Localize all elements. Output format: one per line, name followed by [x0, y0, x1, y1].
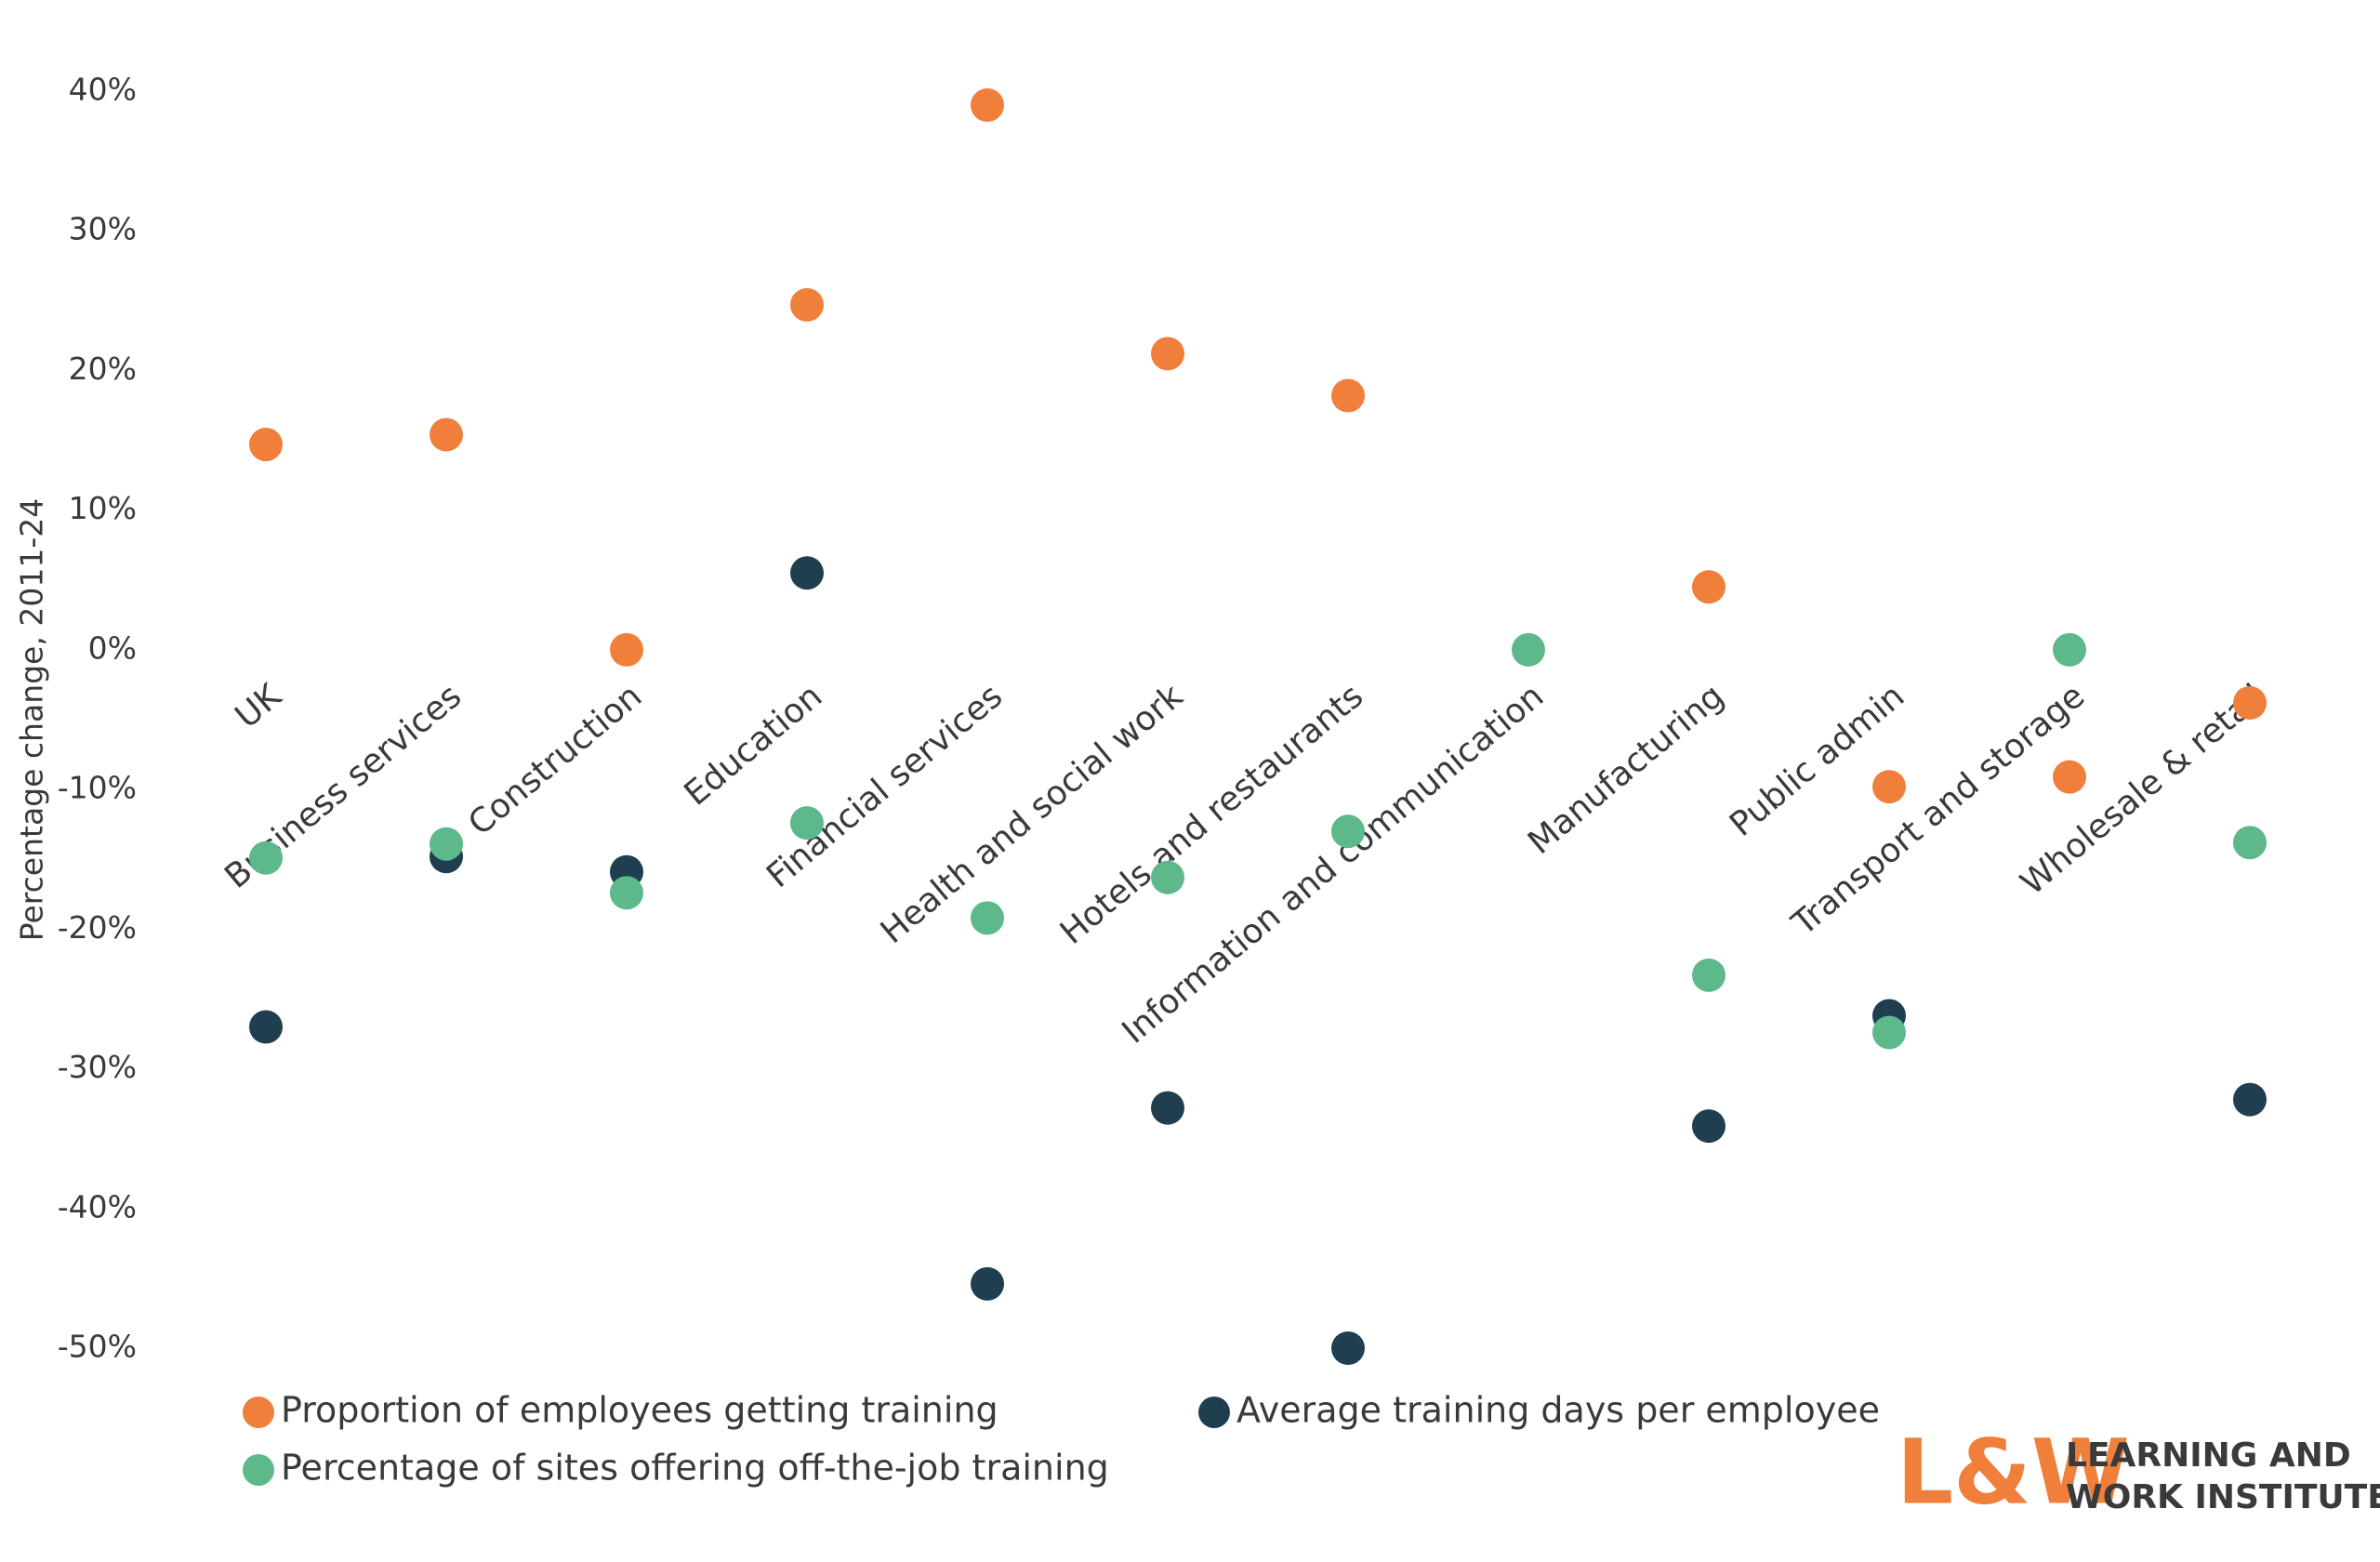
dot [610, 876, 643, 910]
x-tick-label: Education [678, 677, 830, 814]
dot [1692, 1109, 1726, 1144]
dot [1151, 1091, 1184, 1125]
dot [249, 428, 283, 462]
y-tick-label: 30% [69, 211, 137, 247]
x-tick-label: UK [229, 676, 290, 735]
x-tick-label: Transport and storage [1784, 677, 2092, 944]
y-tick-label: -40% [58, 1188, 137, 1224]
dot [249, 841, 283, 875]
y-tick-label: 40% [69, 72, 137, 108]
y-tick-label: 10% [69, 490, 137, 526]
dot [2233, 1082, 2267, 1117]
dot [1512, 632, 1545, 667]
legend-label: Percentage of sites offering off-the-job… [281, 1448, 1109, 1489]
dot [1872, 770, 1906, 804]
dot [790, 556, 824, 590]
dot [971, 901, 1004, 935]
legend-swatch [243, 1454, 274, 1486]
logo-line: LEARNING AND [2066, 1436, 2351, 1475]
x-tick-label: Construction [461, 677, 649, 843]
dot [1151, 860, 1184, 894]
dot [971, 88, 1004, 123]
y-tick-label: -20% [58, 909, 137, 946]
legend-label: Average training days per employee [1236, 1390, 1880, 1431]
dot [610, 632, 643, 667]
y-tick-label: 0% [88, 629, 137, 666]
dot [1692, 958, 1726, 992]
dot [971, 1266, 1004, 1301]
dot [1331, 814, 1365, 849]
dot [1331, 1331, 1365, 1365]
x-tick-label: Hotels and restaurants [1053, 677, 1370, 952]
dot [249, 1010, 283, 1044]
dot [790, 287, 824, 322]
dot [1331, 378, 1365, 413]
legend-label: Proportion of employees getting training [281, 1390, 998, 1431]
dot [2053, 760, 2086, 794]
y-tick-label: 20% [69, 351, 137, 387]
dot [2233, 826, 2267, 860]
x-tick-label: Health and social work [874, 677, 1191, 951]
x-tick-label: Public admin [1723, 677, 1911, 844]
dot [1872, 1015, 1906, 1050]
legend-swatch [243, 1397, 274, 1428]
dot [1692, 570, 1726, 604]
dot [790, 806, 824, 841]
logo-mark: L&W [1897, 1420, 2130, 1524]
dot [430, 417, 463, 452]
y-tick-label: -10% [58, 770, 137, 806]
dot [1151, 337, 1184, 371]
dot [430, 827, 463, 861]
dot [2233, 685, 2267, 720]
x-tick-label: Manufacturing [1521, 677, 1731, 862]
logo-line: WORK INSTITUTE [2066, 1478, 2380, 1516]
legend-swatch [1198, 1397, 1230, 1428]
dot [2053, 632, 2086, 667]
y-tick-label: -50% [58, 1329, 137, 1365]
y-axis-title: Percentage change, 2011-24 [14, 498, 50, 941]
y-tick-label: -30% [58, 1049, 137, 1085]
logo: L&W LEARNING AND WORK INSTITUTE [1897, 1420, 2380, 1524]
